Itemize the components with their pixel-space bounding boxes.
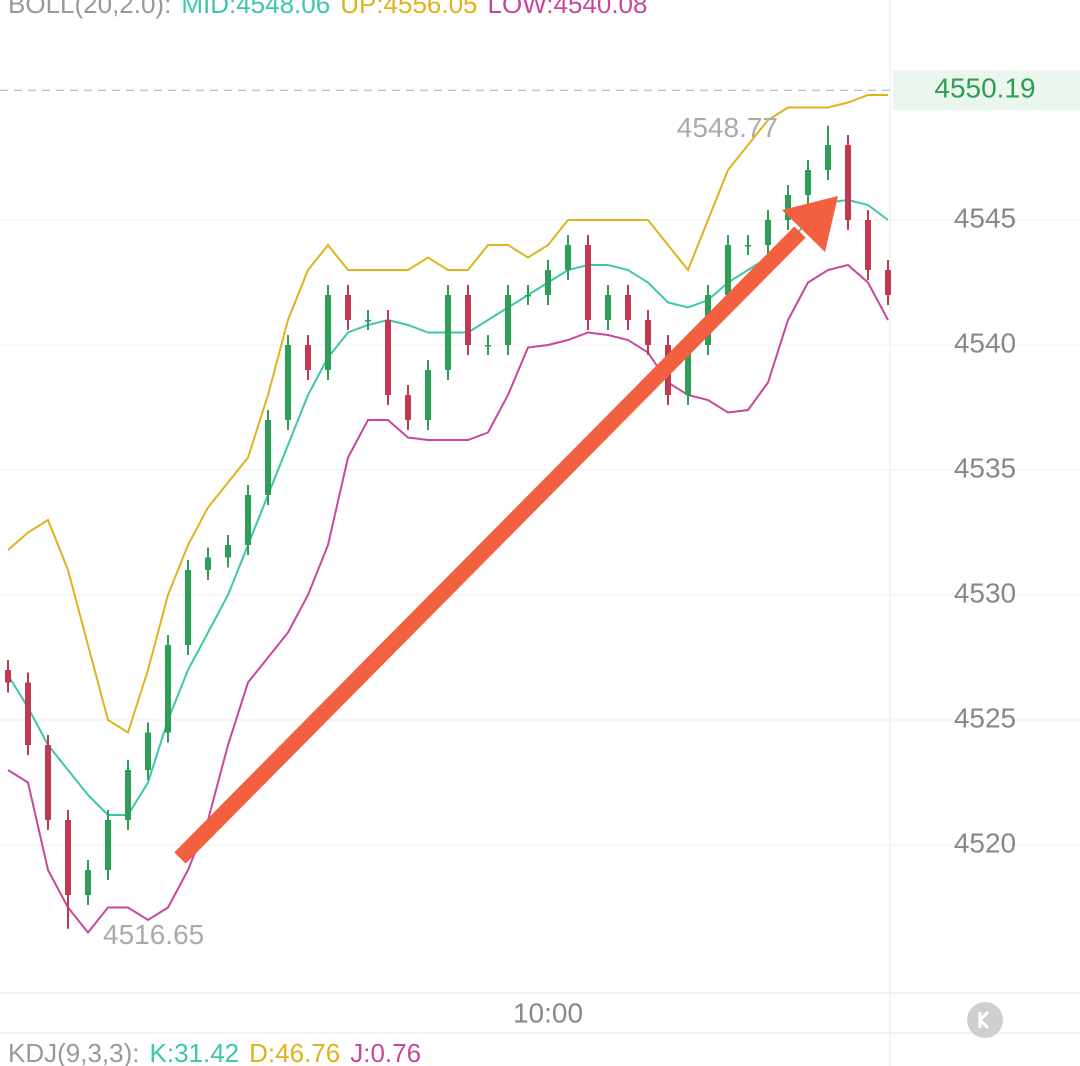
candle-body: [145, 732, 151, 770]
y-tick-label: 4520: [954, 827, 1016, 858]
legend-item: K:31.42: [150, 1038, 240, 1066]
candle-body: [645, 320, 651, 345]
legend-label: KDJ(9,3,3):: [8, 1038, 140, 1066]
candle-body: [25, 682, 31, 745]
candle-body: [305, 345, 311, 370]
bollinger-bands: [7, 94, 889, 935]
candle-body: [545, 270, 551, 295]
k-icon[interactable]: [978, 1010, 990, 1030]
trend-arrow: [174, 196, 838, 864]
candle-body: [165, 645, 171, 733]
candle-body: [865, 220, 871, 270]
y-tick-label: 4545: [954, 202, 1016, 233]
last-price-label: 4550.19: [934, 73, 1035, 104]
legend-item: UP:4556.05: [340, 0, 477, 19]
y-tick-label: 4525: [954, 702, 1016, 733]
y-tick-label: 4540: [954, 327, 1016, 358]
arrow-head: [782, 196, 838, 252]
candle-body: [85, 870, 91, 895]
candle-body: [385, 320, 391, 395]
band-line: [7, 263, 889, 935]
candle-body: [365, 320, 371, 322]
candle-body: [465, 295, 471, 345]
candle-body: [725, 245, 731, 295]
grid: [0, 219, 1080, 846]
candle-body: [525, 295, 531, 297]
candle-body: [485, 345, 491, 347]
candle-body: [225, 545, 231, 558]
arrow-shaft: [174, 226, 806, 864]
y-tick-label: 4535: [954, 452, 1016, 483]
candle-body: [765, 220, 771, 245]
candle-body: [325, 295, 331, 370]
candle-body: [425, 370, 431, 420]
kdj-legend: KDJ(9,3,3): K:31.42 D:46.76 J:0.76: [8, 1038, 421, 1066]
candle-body: [805, 170, 811, 195]
candle-body: [185, 570, 191, 645]
candle-body: [565, 245, 571, 270]
candle-body: [105, 820, 111, 870]
candle-body: [605, 295, 611, 320]
x-tick-label: 10:00: [513, 997, 583, 1028]
labels: 4520 4525 4530 4535 4540 4545 10:00 4548.77 4516…: [0, 70, 1080, 1028]
candle-body: [505, 295, 511, 345]
band-line: [7, 94, 888, 735]
legend-label: BOLL(20,2.0):: [8, 0, 171, 19]
candle-body: [45, 745, 51, 820]
candle-body: [685, 345, 691, 395]
legend-item: J:0.76: [350, 1038, 421, 1066]
boll-legend: BOLL(20,2.0): MID:4548.06 UP:4556.05 LOW:45…: [8, 0, 647, 19]
legend-item: LOW:4540.08: [488, 0, 648, 19]
candle-body: [625, 295, 631, 320]
candle-body: [825, 145, 831, 170]
candle-body: [745, 245, 751, 247]
last-price-box: [893, 70, 1080, 111]
candle-body: [785, 195, 791, 220]
candle-body: [245, 495, 251, 545]
high-label: 4548.77: [677, 112, 778, 143]
legend-item: D:46.76: [249, 1038, 340, 1066]
candle-body: [585, 245, 591, 320]
y-tick-label: 4530: [954, 577, 1016, 608]
candles: [5, 125, 891, 929]
k-button-bg[interactable]: [967, 1002, 1003, 1038]
candle-body: [65, 820, 71, 895]
candle-body: [285, 345, 291, 420]
candle-body: [405, 395, 411, 420]
candle-body: [205, 557, 211, 570]
k-button[interactable]: [967, 1002, 1003, 1038]
legend-item: MID:4548.06: [181, 0, 330, 19]
candle-body: [265, 420, 271, 495]
low-label: 4516.65: [103, 919, 204, 950]
candle-body: [5, 670, 11, 683]
candle-body: [125, 770, 131, 820]
candle-body: [885, 270, 891, 295]
candle-body: [445, 295, 451, 370]
candle-body: [845, 145, 851, 220]
candle-body: [345, 295, 351, 320]
